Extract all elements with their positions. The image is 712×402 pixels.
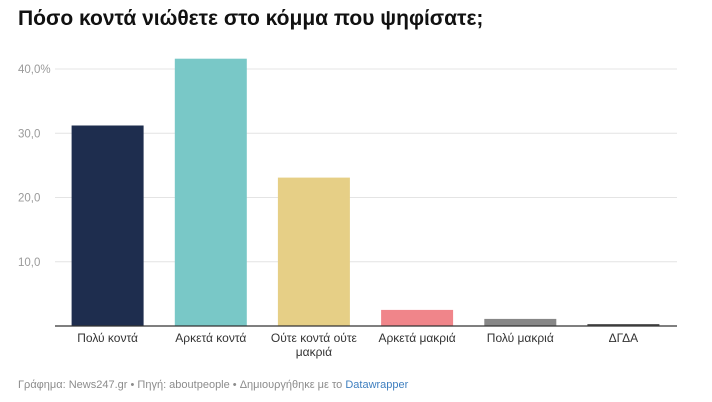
x-axis-category-labels: Πολύ κοντά Αρκετά κοντά Ούτε κοντά ούτεμακ… <box>77 331 638 359</box>
bar <box>277 177 350 326</box>
bar-chart: 40,0% 30,0 20,0 10,0 Πολύ κοντά Αρκετά κοντά… <box>18 58 677 359</box>
x-category-label: Ούτε κοντά ούτε <box>271 331 358 345</box>
y-tick-label: 30,0 <box>18 128 40 140</box>
footer-credits: Γράφημα: News247.gr • Πηγή: aboutpeople … <box>18 379 346 391</box>
bar <box>71 125 144 326</box>
x-category-label: Αρκετά κοντά <box>175 331 246 345</box>
bar <box>381 309 454 326</box>
y-tick-label: 10,0 <box>18 257 40 269</box>
datawrapper-link[interactable]: Datawrapper <box>345 379 409 391</box>
chart-title: Πόσο κοντά νιώθετε στο κόμμα που ψηφίσατ… <box>18 7 484 30</box>
y-tick-label: 40,0% <box>18 64 51 76</box>
chart-footer: Γράφημα: News247.gr • Πηγή: aboutpeople … <box>18 379 408 391</box>
gridlines <box>55 68 677 263</box>
bar <box>587 324 660 326</box>
x-category-label: Πολύ κοντά <box>77 331 138 345</box>
x-category-label: Αρκετά μακριά <box>378 331 455 345</box>
bar <box>174 58 247 326</box>
y-axis-tick-labels: 40,0% 30,0 20,0 10,0 <box>18 64 51 269</box>
x-category-label: μακριά <box>296 345 332 359</box>
bars <box>71 58 660 326</box>
x-category-label: Πολύ μακριά <box>487 331 554 345</box>
y-tick-label: 20,0 <box>18 193 40 205</box>
x-category-label: ΔΓΔΑ <box>609 331 639 345</box>
bar <box>484 318 557 326</box>
